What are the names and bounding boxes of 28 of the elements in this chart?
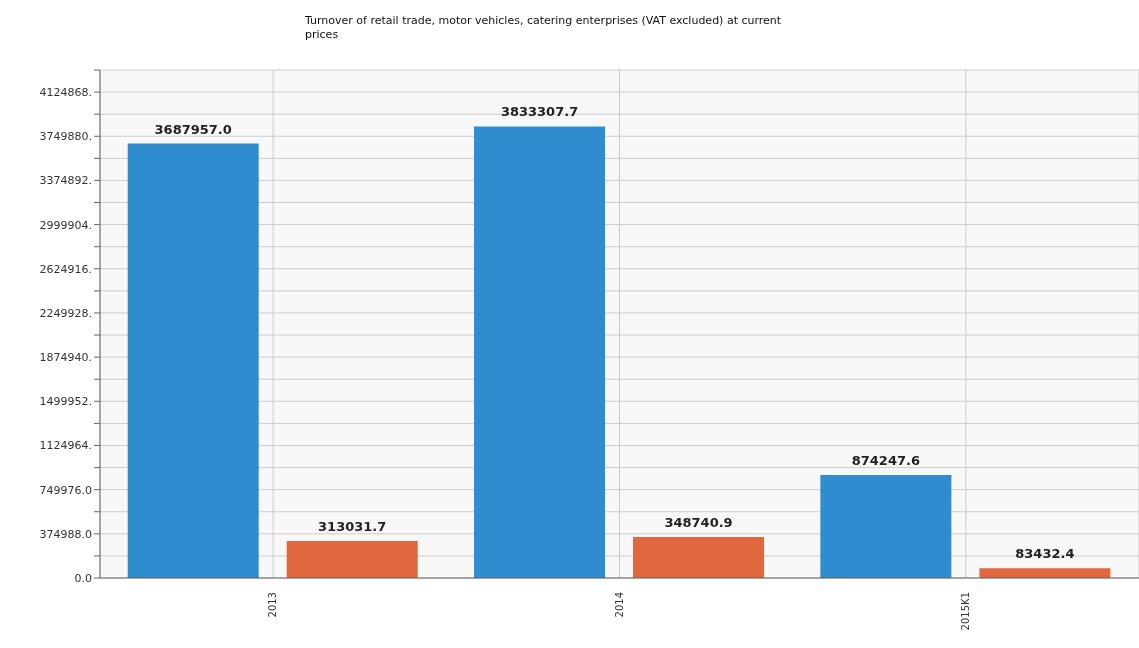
data-label: 83432.4 — [1015, 546, 1075, 562]
y-tick-label: 1124964. — [39, 439, 92, 453]
y-tick-label: 374988.0 — [39, 527, 92, 541]
bar — [633, 536, 765, 578]
y-tick-label: 4124868. — [39, 85, 92, 99]
x-tick-label: 2013 — [267, 592, 279, 618]
y-tick-label: 3749880. — [39, 130, 92, 144]
y-tick-label: 2999904. — [39, 218, 92, 232]
x-tick-label: 2014 — [613, 592, 625, 618]
data-label: 313031.7 — [318, 519, 387, 535]
data-label: 874247.6 — [851, 453, 921, 469]
bar — [474, 126, 606, 578]
y-tick-label: 2624916. — [39, 262, 92, 276]
y-tick-label: 749976.0 — [39, 483, 92, 497]
data-label: 348740.9 — [664, 514, 733, 530]
y-tick-label: 0.0 — [74, 571, 92, 585]
y-tick-label: 2249928. — [39, 306, 92, 320]
bar — [979, 568, 1111, 578]
chart-title: Turnover of retail trade, motor vehicles, catering enterprises (VAT excluded) at current prices — [305, 14, 783, 42]
y-tick-label: 1499952. — [39, 395, 92, 409]
data-label: 3687957.0 — [154, 121, 232, 137]
bar — [127, 143, 259, 578]
bar — [820, 475, 952, 578]
bar — [286, 541, 418, 578]
y-tick-label: 3374892. — [39, 174, 92, 188]
data-label: 3833307.7 — [500, 104, 579, 120]
y-tick-label: 1874940. — [39, 351, 92, 365]
x-tick-label: 2015K1 — [959, 592, 971, 631]
